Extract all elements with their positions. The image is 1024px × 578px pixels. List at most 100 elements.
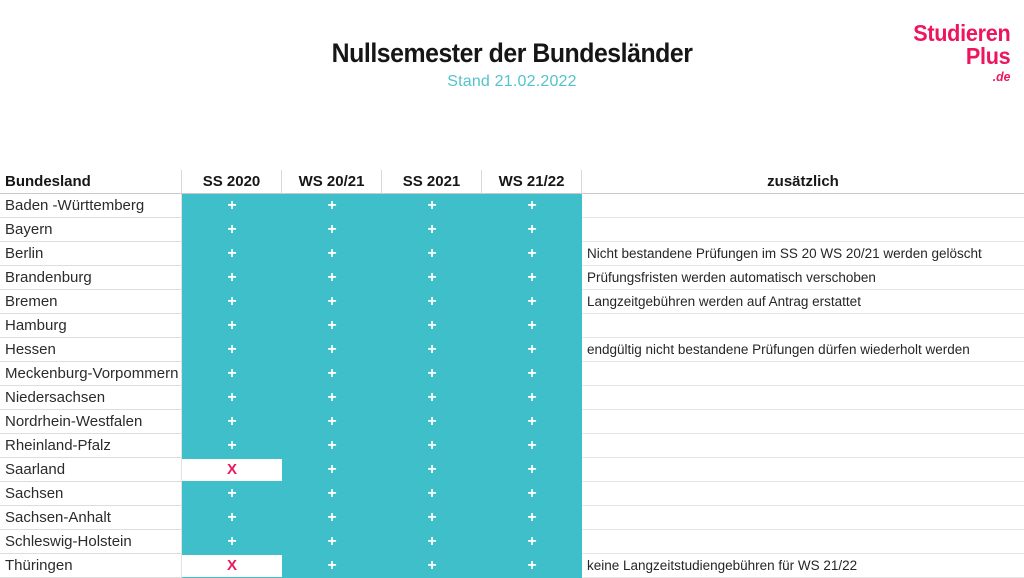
- bundesland-label: Hessen: [0, 338, 182, 362]
- bundesland-label: Baden -Württemberg: [0, 194, 182, 218]
- status-cell-ws2021: +: [282, 242, 382, 266]
- zusatz-note: Nicht bestandene Prüfungen im SS 20 WS 2…: [582, 242, 1024, 266]
- table-row: Rheinland-Pfalz + + + +: [0, 434, 1024, 458]
- status-cell-ws2021: +: [282, 290, 382, 314]
- status-cell-ss2020: +: [182, 242, 282, 266]
- bundesland-label: Meckenburg-Vorpommern: [0, 362, 182, 386]
- status-cell-ws2021: +: [282, 314, 382, 338]
- status-cell-ss2020: +: [182, 530, 282, 554]
- zusatz-note: [582, 482, 1024, 506]
- bundesland-label: Nordrhein-Westfalen: [0, 410, 182, 434]
- status-cell-ws2021: +: [282, 530, 382, 554]
- status-cell-ws2122: +: [482, 242, 582, 266]
- status-cell-ws2122: +: [482, 386, 582, 410]
- status-cell-ws2021: +: [282, 482, 382, 506]
- bundesland-label: Schleswig-Holstein: [0, 530, 182, 554]
- page-subtitle: Stand 21.02.2022: [447, 73, 577, 90]
- logo-line-plus: Plus: [965, 43, 1010, 70]
- status-cell-ss2021: +: [382, 218, 482, 242]
- bundesland-label: Thüringen: [0, 554, 182, 578]
- status-cell-ss2021: +: [382, 194, 482, 218]
- bundesland-label: Berlin: [0, 242, 182, 266]
- zusatz-note: Prüfungsfristen werden automatisch versc…: [582, 266, 1024, 290]
- status-cell-ws2122: +: [482, 314, 582, 338]
- bundesland-label: Sachsen: [0, 482, 182, 506]
- table-row: Bayern + + + +: [0, 218, 1024, 242]
- table-row: Thüringen X + + + keine Langzeitstudieng…: [0, 554, 1024, 578]
- status-cell-ss2021: +: [382, 266, 482, 290]
- status-cell-ws2021: +: [282, 194, 382, 218]
- status-cell-ws2122: +: [482, 410, 582, 434]
- status-cell-ss2020: +: [182, 482, 282, 506]
- bundesland-label: Rheinland-Pfalz: [0, 434, 182, 458]
- status-cell-ss2020: X: [182, 458, 282, 482]
- status-cell-ws2021: +: [282, 554, 382, 578]
- table-row: Bremen + + + + Langzeitgebühren werden a…: [0, 290, 1024, 314]
- column-header-ss2020: SS 2020: [182, 170, 282, 194]
- table-row: Brandenburg + + + + Prüfungsfristen werd…: [0, 266, 1024, 290]
- status-cell-ss2021: +: [382, 338, 482, 362]
- status-cell-ss2020: +: [182, 506, 282, 530]
- status-cell-ss2021: +: [382, 242, 482, 266]
- column-header-ws2021: WS 20/21: [282, 170, 382, 194]
- bundeslaender-table: Bundesland SS 2020 WS 20/21 SS 2021 WS 2…: [0, 170, 1024, 578]
- status-cell-ws2021: +: [282, 458, 382, 482]
- status-cell-ws2122: +: [482, 554, 582, 578]
- studierenplus-logo: Studieren Plus .de: [912, 20, 1010, 83]
- status-cell-ws2122: +: [482, 338, 582, 362]
- status-cell-ss2021: +: [382, 482, 482, 506]
- status-cell-ss2020: +: [182, 434, 282, 458]
- bundesland-label: Saarland: [0, 458, 182, 482]
- status-cell-ws2021: +: [282, 218, 382, 242]
- table-row: Saarland X + + +: [0, 458, 1024, 482]
- zusatz-note: [582, 314, 1024, 338]
- zusatz-note: keine Langzeitstudiengebühren für WS 21/…: [582, 554, 1024, 578]
- status-cell-ws2021: +: [282, 410, 382, 434]
- status-cell-ss2021: +: [382, 530, 482, 554]
- status-cell-ss2020: +: [182, 386, 282, 410]
- status-cell-ws2122: +: [482, 362, 582, 386]
- zusatz-note: [582, 194, 1024, 218]
- status-cell-ss2021: +: [382, 410, 482, 434]
- status-cell-ss2021: +: [382, 386, 482, 410]
- status-cell-ws2021: +: [282, 434, 382, 458]
- table-row: Niedersachsen + + + +: [0, 386, 1024, 410]
- status-cell-ss2021: +: [382, 458, 482, 482]
- status-cell-ss2020: +: [182, 194, 282, 218]
- table-header-row: Bundesland SS 2020 WS 20/21 SS 2021 WS 2…: [0, 170, 1024, 194]
- status-cell-ss2021: +: [382, 434, 482, 458]
- table-row: Schleswig-Holstein + + + +: [0, 530, 1024, 554]
- table-row: Sachsen-Anhalt + + + +: [0, 506, 1024, 530]
- status-cell-ws2021: +: [282, 266, 382, 290]
- status-cell-ws2122: +: [482, 194, 582, 218]
- table-row: Meckenburg-Vorpommern + + + +: [0, 362, 1024, 386]
- status-cell-ws2122: +: [482, 530, 582, 554]
- table-row: Sachsen + + + +: [0, 482, 1024, 506]
- status-cell-ws2021: +: [282, 386, 382, 410]
- zusatz-note: [582, 506, 1024, 530]
- status-cell-ss2021: +: [382, 314, 482, 338]
- bundesland-label: Bremen: [0, 290, 182, 314]
- zusatz-note: [582, 434, 1024, 458]
- zusatz-note: [582, 362, 1024, 386]
- bundesland-label: Brandenburg: [0, 266, 182, 290]
- status-cell-ss2020: +: [182, 410, 282, 434]
- status-cell-ws2122: +: [482, 266, 582, 290]
- status-cell-ss2020: +: [182, 362, 282, 386]
- zusatz-note: [582, 410, 1024, 434]
- status-cell-ss2020: +: [182, 338, 282, 362]
- zusatz-note: [582, 458, 1024, 482]
- status-cell-ws2122: +: [482, 290, 582, 314]
- column-header-ws2122: WS 21/22: [482, 170, 582, 194]
- status-cell-ws2021: +: [282, 506, 382, 530]
- page-header: Nullsemester der Bundesländer Stand 21.0…: [0, 38, 1024, 91]
- status-cell-ws2122: +: [482, 218, 582, 242]
- table-row: Hessen + + + + endgültig nicht bestanden…: [0, 338, 1024, 362]
- zusatz-note: [582, 530, 1024, 554]
- logo-line-studieren: Studieren: [912, 20, 1010, 46]
- status-cell-ss2020: X: [182, 554, 282, 578]
- bundesland-label: Niedersachsen: [0, 386, 182, 410]
- table-row: Baden -Württemberg + + + +: [0, 194, 1024, 218]
- status-cell-ss2020: +: [182, 290, 282, 314]
- status-cell-ss2021: +: [382, 362, 482, 386]
